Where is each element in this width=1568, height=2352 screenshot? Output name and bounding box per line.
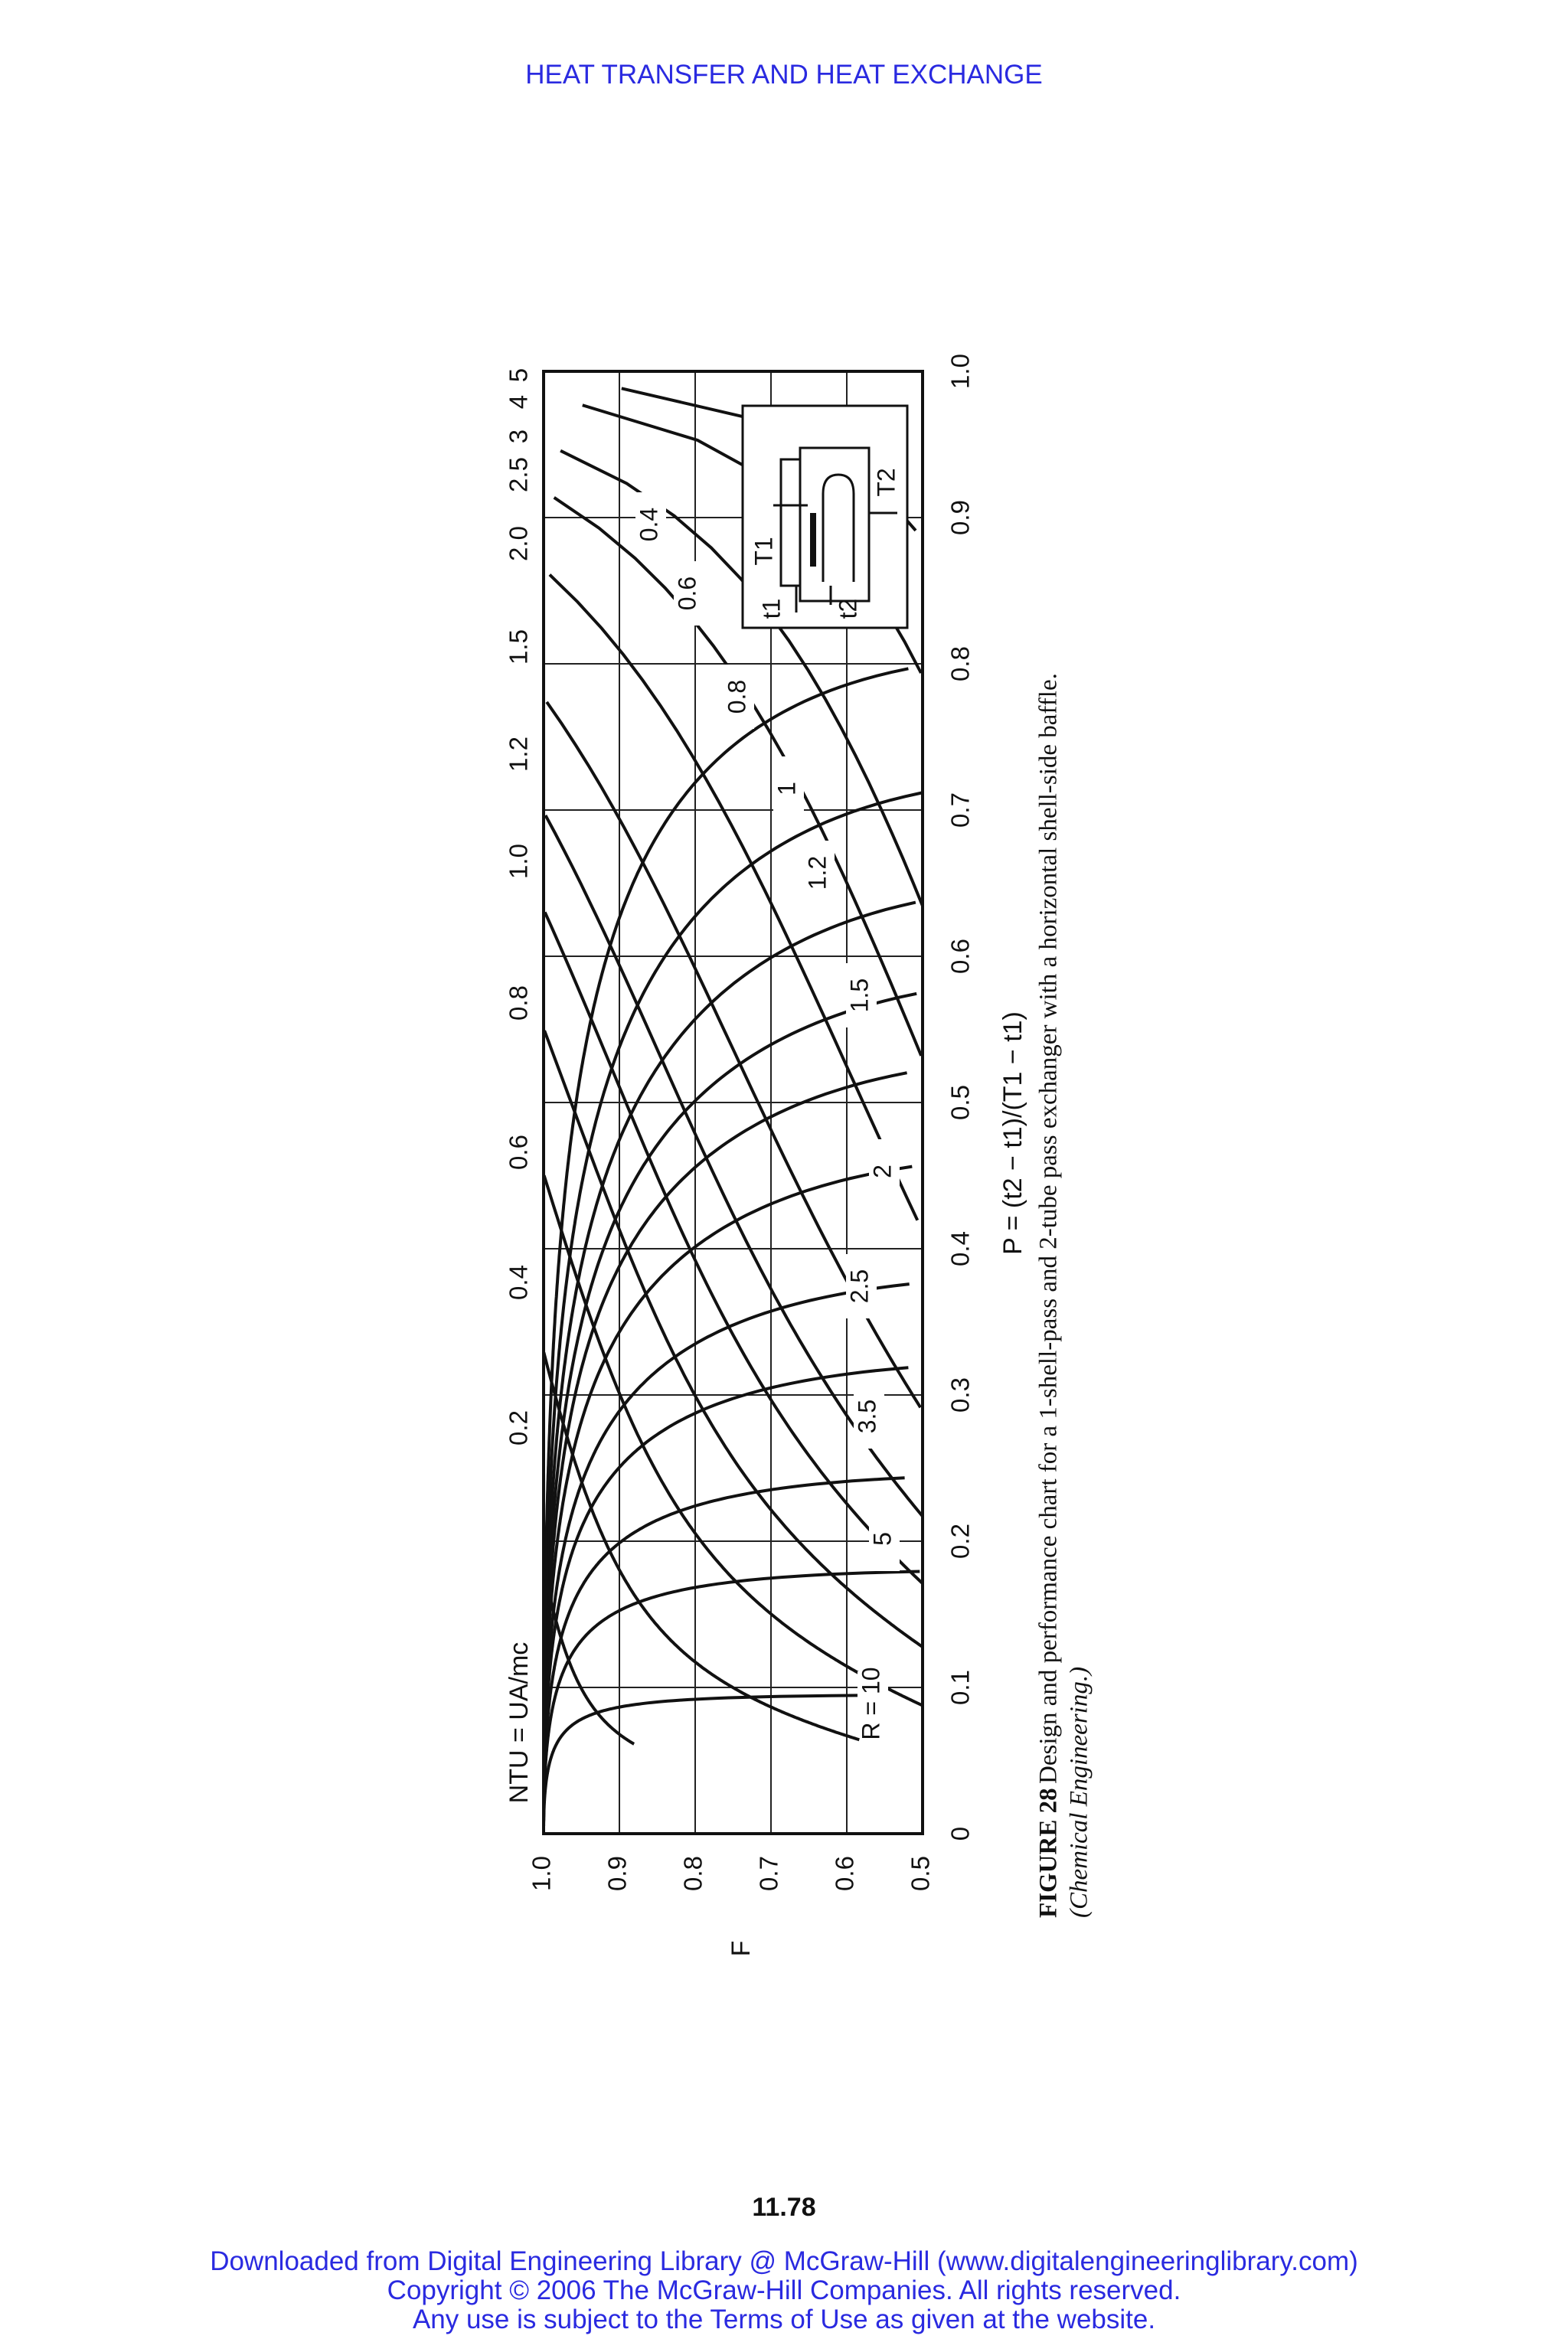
ntu-tick-label: 0.4: [505, 1265, 533, 1300]
ntu-axis-label: NTU = UA/mc: [505, 1642, 534, 1804]
footer: Downloaded from Digital Engineering Libr…: [0, 2247, 1568, 2334]
label-bg: [773, 756, 804, 821]
r-curve-label: 1.2: [803, 856, 831, 890]
r-curve-label: 2: [868, 1165, 896, 1178]
r-curve-label-group: 2: [868, 1139, 900, 1204]
x-tick-label: 0.6: [946, 939, 975, 974]
x-tick-label: 0.4: [946, 1231, 975, 1266]
ntu-curve: [560, 449, 923, 906]
label-bg: [846, 963, 877, 1027]
label-bg: [635, 492, 666, 557]
r-curve: [544, 1366, 909, 1833]
label-bg: [804, 841, 835, 905]
r-curve-label: R = 10: [857, 1667, 884, 1740]
r-curve-label-group: 1: [773, 756, 804, 821]
caption-figure-number: FIGURE 28: [1035, 1788, 1063, 1918]
ntu-tick-label: 3: [505, 430, 533, 443]
r-curve: [544, 1694, 870, 1834]
x-tick-label: 0.2: [946, 1524, 975, 1559]
y-tick-label: 0.8: [679, 1856, 707, 1891]
footer-line-3: Any use is subject to the Terms of Use a…: [412, 2305, 1156, 2334]
baffle: [810, 513, 816, 567]
ntu-curve: [544, 814, 923, 1517]
r-curve-label-group: 0.8: [723, 665, 754, 729]
caption-text: Design and performance chart for a 1-she…: [1035, 673, 1063, 1784]
ntu-tick-label: 0.2: [505, 1410, 533, 1446]
r-curve-label: 1.5: [845, 978, 873, 1012]
caption-source: (Chemical Engineering.): [1066, 1667, 1093, 1918]
label-bg: [858, 1671, 888, 1736]
inset-label: t1: [757, 599, 785, 619]
tube-bundle-head: [779, 458, 802, 587]
label-bg: [674, 561, 704, 626]
plot-frame: [542, 370, 924, 1835]
ntu-tick-label: 0.6: [505, 1135, 533, 1170]
x-tick-label: 0.3: [946, 1377, 975, 1413]
r-curve-label: 0.4: [635, 508, 662, 541]
label-bg: [869, 1139, 900, 1204]
r-curve-label-group: 0.4: [635, 492, 666, 557]
running-header: HEAT TRANSFER AND HEAT EXCHANGE: [525, 60, 1043, 90]
r-curve-label: 2.5: [845, 1269, 873, 1303]
r-curve-label: 5: [868, 1532, 896, 1546]
y-axis-label: F: [727, 1941, 756, 1957]
r-curve: [544, 1071, 907, 1831]
r-curve-label: 3.5: [853, 1400, 880, 1433]
r-curve-label-group: R = 10: [857, 1667, 888, 1740]
r-curve: [544, 1282, 910, 1832]
label-bg: [846, 1254, 877, 1318]
r-curve-label: 0.8: [723, 680, 750, 714]
r-curve-label-group: 1.5: [845, 963, 877, 1027]
x-tick-label: 1.0: [946, 354, 975, 389]
y-tick-label: 0.6: [831, 1856, 859, 1891]
label-bg: [854, 1384, 884, 1449]
r-curve-label-group: 2.5: [845, 1254, 877, 1318]
inset-label: t2: [834, 599, 861, 619]
ntu-curve: [544, 1030, 923, 1648]
x-tick-label: 0.7: [946, 792, 975, 828]
label-bg: [869, 1507, 900, 1571]
r-curve-label-group: 5: [868, 1507, 900, 1571]
r-curve-label: 0.6: [673, 577, 701, 610]
x-tick-label: 0.1: [946, 1670, 975, 1705]
curves: [544, 387, 923, 1834]
footer-line-2: Copyright © 2006 The McGraw-Hill Compani…: [387, 2275, 1181, 2305]
ntu-tick-label: 0.8: [505, 985, 533, 1021]
ntu-tick-label: 4: [505, 395, 533, 409]
y-tick-label: 0.9: [603, 1856, 632, 1891]
ntu-tick-label: 2.5: [505, 457, 533, 492]
x-tick-label: 0.9: [946, 500, 975, 535]
r-curve-label-group: 1.2: [803, 841, 835, 905]
ntu-tick-label: 5: [505, 368, 533, 382]
x-tick-label: 0.8: [946, 646, 975, 681]
u-tube: [822, 473, 855, 582]
y-tick-label: 1.0: [528, 1856, 556, 1891]
ntu-tick-label: 2.0: [505, 526, 533, 561]
inset-frame: [741, 404, 909, 629]
inset-label: T1: [750, 537, 777, 565]
footer-line-1[interactable]: Downloaded from Digital Engineering Libr…: [210, 2246, 1358, 2276]
ntu-tick-label: 1.2: [505, 737, 533, 772]
x-tick-label: 0: [946, 1827, 975, 1841]
ntu-tick-label: 1.0: [505, 844, 533, 879]
x-tick-label: 0.5: [946, 1085, 975, 1120]
ntu-curve: [544, 1568, 635, 1746]
x-axis-label: P = (t2 − t1)/(T1 − t1): [998, 1011, 1027, 1255]
y-tick-label: 0.7: [755, 1856, 783, 1891]
r-curve-label: 1: [773, 782, 800, 795]
ntu-curve: [544, 1351, 860, 1742]
y-tick-label: 0.5: [906, 1856, 935, 1891]
page-number: 11.78: [752, 2193, 816, 2222]
r-curve-label-group: 0.6: [673, 561, 704, 626]
r-curve: [544, 1476, 905, 1833]
ntu-tick-label: 1.5: [505, 629, 533, 665]
ntu-curve: [545, 701, 922, 1409]
label-bg: [724, 665, 754, 729]
r-curve-label-group: 3.5: [853, 1384, 884, 1449]
exchanger-inset: T1 t1 t2 T2: [741, 404, 909, 629]
inset-label: T2: [872, 468, 900, 496]
